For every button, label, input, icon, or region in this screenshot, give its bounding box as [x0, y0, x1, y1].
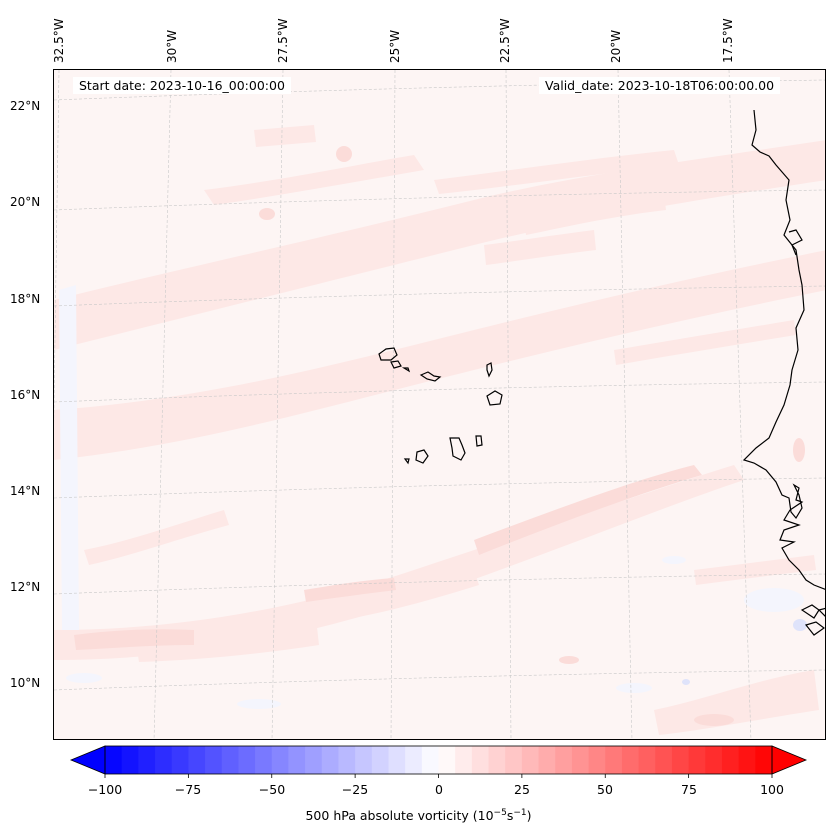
island-santa-luzia — [401, 367, 411, 373]
colorbar-ticks — [104, 774, 773, 778]
colorbar-segment — [388, 746, 406, 774]
lon-label-17-5w: 17.5°W — [721, 18, 735, 63]
colorbar-segment — [338, 746, 356, 774]
colorbar-title: 500 hPa absolute vorticity (10−5s−1) — [305, 808, 532, 824]
lat-label-12n: 12°N — [10, 580, 41, 594]
colorbar-segment — [288, 746, 306, 774]
colorbar-segment — [471, 746, 490, 774]
colorbar-segment — [505, 746, 523, 774]
colorbar-segment — [371, 746, 390, 774]
colorbar-segment — [155, 746, 173, 774]
island-maio — [475, 435, 483, 447]
colorbar-segment — [538, 746, 556, 774]
lon-label-22-5w: 22.5°W — [498, 18, 512, 63]
cb-tick-label-25: 25 — [514, 782, 530, 797]
colorbar-segment — [605, 746, 623, 774]
island-sao-nicolau — [419, 371, 442, 382]
colorbar-segment — [671, 746, 690, 774]
colorbar-segment — [738, 746, 756, 774]
cb-tick-label-75: 75 — [681, 782, 697, 797]
colorbar-segments — [105, 746, 773, 774]
colorbar-segment — [255, 746, 273, 774]
colorbar-segment — [305, 746, 323, 774]
colorbar-extend-max-arrow — [771, 745, 808, 775]
colorbar-segment — [321, 746, 340, 774]
lat-label-10n: 10°N — [10, 676, 41, 690]
map-frame — [53, 69, 826, 740]
island-sal — [486, 362, 493, 378]
colorbar-segment — [355, 746, 373, 774]
west-africa-coastline — [742, 109, 825, 590]
colorbar-segment — [571, 746, 590, 774]
valid-date-label: Valid_date: 2023-10-18T06:00:00.00 — [539, 77, 781, 94]
vorticity-field-map — [54, 70, 825, 739]
colorbar-segment — [688, 746, 706, 774]
colorbar-segment — [221, 746, 240, 774]
coast-estuary — [788, 229, 803, 256]
colorbar-segment — [171, 746, 189, 774]
colorbar-extend-min-arrow — [69, 745, 106, 775]
lon-label-27-5w: 27.5°W — [276, 18, 290, 63]
cb-tick-label-50: 50 — [597, 782, 613, 797]
cb-tick-label-neg50: −50 — [258, 782, 286, 797]
cb-tick-label-0: 0 — [435, 782, 443, 797]
colorbar-segment — [438, 746, 456, 774]
colorbar-segment — [521, 746, 540, 774]
island-santiago — [449, 437, 466, 461]
colorbar-segment — [105, 746, 123, 774]
colorbar-segment — [205, 746, 223, 774]
colorbar-segment — [705, 746, 723, 774]
lon-label-25w: 25°W — [388, 29, 402, 63]
colorbar — [69, 745, 808, 778]
island-boa-vista — [486, 390, 503, 406]
lat-label-14n: 14°N — [10, 484, 41, 498]
lon-label-32-5w: 32.5°W — [52, 18, 66, 63]
colorbar-segment — [488, 746, 506, 774]
cb-tick-label-neg25: −25 — [341, 782, 369, 797]
cb-tick-label-neg100: −100 — [87, 782, 123, 797]
lat-label-16n: 16°N — [10, 388, 41, 402]
colorbar-segment — [638, 746, 656, 774]
island-sao-vicente — [390, 360, 402, 369]
cb-tick-label-100: 100 — [760, 782, 784, 797]
lon-label-30w: 30°W — [165, 29, 179, 63]
positive-vorticity-cores — [74, 146, 805, 726]
negative-vorticity-patches — [59, 285, 804, 709]
colorbar-segment — [588, 746, 606, 774]
lat-label-18n: 18°N — [10, 292, 41, 306]
island-fogo — [415, 449, 429, 464]
colorbar-segment — [188, 746, 206, 774]
colorbar-segment — [755, 746, 773, 774]
island-brava — [403, 458, 410, 465]
lat-label-22n: 22°N — [10, 99, 41, 113]
coast-bissagos-3 — [817, 607, 825, 617]
cb-tick-label-neg75: −75 — [174, 782, 202, 797]
colorbar-segment — [655, 746, 673, 774]
colorbar-segment — [455, 746, 473, 774]
colorbar-segment — [721, 746, 740, 774]
colorbar-segment — [238, 746, 256, 774]
negative-vorticity-spot — [682, 679, 690, 685]
negative-vorticity-core — [793, 619, 807, 631]
start-date-label: Start date: 2023-10-16_00:00:00 — [73, 77, 291, 94]
colorbar-segment — [621, 746, 640, 774]
lon-label-20w: 20°W — [609, 29, 623, 63]
colorbar-segment — [421, 746, 440, 774]
colorbar-segment — [405, 746, 423, 774]
coastline — [742, 109, 825, 636]
colorbar-segment — [271, 746, 290, 774]
colorbar-segment — [138, 746, 156, 774]
island-santo-antao — [378, 347, 398, 361]
cape-verde-islands — [378, 347, 503, 465]
colorbar-segment — [555, 746, 573, 774]
coast-bissagos-2 — [804, 621, 825, 636]
colorbar-segment — [121, 746, 139, 774]
lat-label-20n: 20°N — [10, 195, 41, 209]
